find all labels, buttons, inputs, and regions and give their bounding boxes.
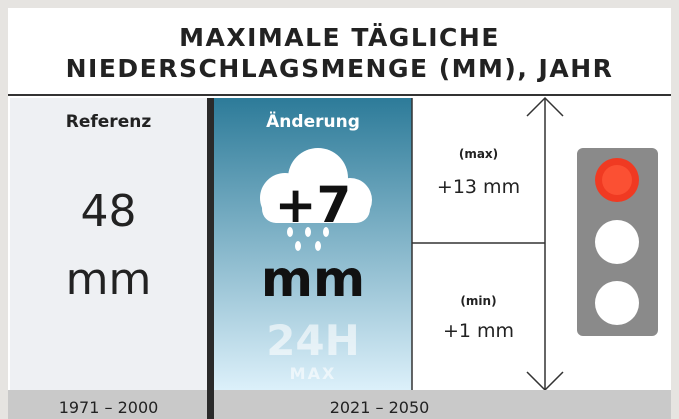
separator (207, 390, 214, 419)
badge-sub: MAX (289, 364, 337, 383)
title: MAXIMALE TÄGLICHE NIEDERSCHLAGSMENGE (MM… (8, 8, 671, 96)
separator (207, 98, 214, 419)
reference-period: 1971 – 2000 (58, 398, 159, 417)
title-line: NIEDERSCHLAGSMENGE (MM), JAHR (65, 54, 614, 83)
light-glow (602, 165, 632, 195)
change-period: 2021 – 2050 (329, 398, 430, 417)
arrow-head (526, 96, 564, 117)
light-off (595, 281, 639, 325)
max-label: (max) (458, 147, 499, 161)
change-unit: mm (260, 250, 366, 308)
title-line: MAXIMALE TÄGLICHE (179, 23, 500, 52)
reference-panel (10, 98, 207, 390)
change-value: +7 (274, 176, 352, 234)
reference-value: 48 (80, 186, 137, 237)
reference-unit: mm (65, 254, 152, 305)
change-panel (214, 98, 412, 390)
badge: 24H (266, 316, 360, 365)
min-value: +1 mm (442, 320, 515, 342)
change-label: Änderung (266, 112, 360, 132)
cloud-icon (260, 148, 372, 223)
period-bar (8, 390, 671, 419)
light-off (595, 220, 639, 264)
reference-label: Referenz (65, 112, 152, 132)
min-label: (min) (460, 294, 497, 308)
rain-icon (287, 227, 329, 251)
max-value: +13 mm (436, 176, 521, 198)
